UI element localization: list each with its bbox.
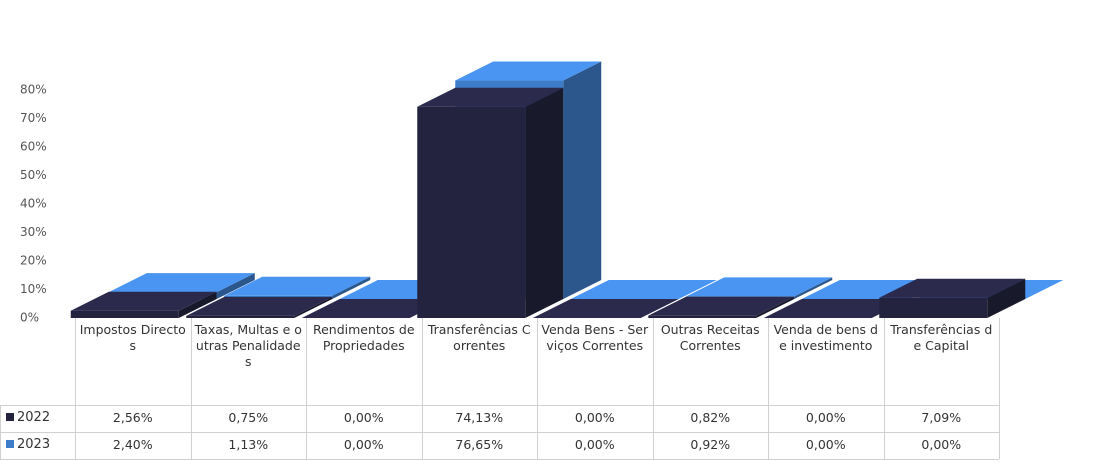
y-tick-label: 0%	[20, 311, 39, 325]
bar-front	[70, 310, 179, 318]
bar	[763, 299, 910, 318]
legend-entry: 2023	[0, 437, 75, 453]
bar	[648, 296, 795, 318]
bar-side	[294, 296, 333, 318]
table-border	[652, 318, 654, 459]
legend-key	[6, 413, 14, 421]
bar	[570, 280, 717, 299]
value-label: 0,00%	[805, 437, 846, 452]
bar	[417, 87, 564, 319]
bar-top	[763, 299, 910, 318]
bar	[70, 291, 217, 318]
legend-label: 2023	[17, 437, 51, 452]
y-tick-label: 40%	[20, 197, 47, 211]
bar-top	[648, 296, 795, 316]
bar-side	[332, 276, 371, 299]
value-label: 76,65%	[455, 437, 504, 452]
value-label: 74,13%	[455, 410, 504, 425]
bar-top	[417, 87, 564, 107]
y-tick-label: 70%	[20, 111, 47, 125]
table-border	[306, 318, 307, 459]
category-label: Venda de bens de investimento	[773, 322, 878, 353]
table-border	[0, 432, 999, 433]
bar-top	[70, 291, 217, 311]
y-tick-label: 30%	[20, 225, 47, 239]
bar-top	[686, 277, 833, 297]
bar-side	[987, 278, 1026, 318]
value-label: 0,00%	[574, 410, 615, 425]
bar	[879, 278, 1026, 318]
value-label: 0,00%	[574, 437, 615, 452]
table-border	[0, 405, 999, 406]
y-tick-label: 50%	[20, 168, 47, 182]
bar-top	[570, 280, 717, 299]
bar-side	[563, 61, 602, 299]
table-border	[0, 459, 999, 460]
category-label: Rendimentos de Propriedades	[312, 322, 415, 353]
value-label: 0,00%	[343, 437, 384, 452]
table-border	[999, 318, 1000, 459]
bar-side	[794, 277, 833, 299]
bar-top	[108, 273, 255, 293]
category-label: Outras Receitas Correntes	[660, 322, 760, 353]
table-border	[883, 318, 885, 459]
legend-entry: 2022	[0, 410, 75, 426]
value-label: 1,13%	[228, 437, 269, 452]
bar-side	[216, 273, 255, 299]
bar	[186, 296, 333, 318]
legend-key	[6, 440, 14, 448]
bar-top	[224, 276, 371, 296]
category-label: Transferências de Capital	[890, 322, 993, 353]
category-label: Impostos Directos	[79, 322, 186, 353]
table-border	[190, 318, 192, 459]
category-label: Transferências Correntes	[427, 322, 531, 353]
table-border	[75, 318, 76, 459]
value-label: 7,09%	[921, 410, 962, 425]
bar-side	[756, 296, 795, 318]
bar-front	[417, 106, 526, 319]
y-tick-label: 80%	[20, 83, 47, 97]
bar-top	[455, 61, 602, 81]
value-label: 0,75%	[228, 410, 269, 425]
legend-label: 2022	[17, 410, 51, 425]
value-label: 0,82%	[690, 410, 731, 425]
bar-top	[532, 299, 679, 318]
value-label: 0,00%	[921, 437, 962, 452]
category-label: Venda Bens - Serviços Correntes	[541, 322, 649, 353]
bar-side	[178, 291, 217, 318]
category-label: Taxas, Multas e outras Penalidades	[194, 322, 302, 369]
y-tick-label: 10%	[20, 282, 47, 296]
bar-front	[648, 315, 757, 318]
value-label: 0,92%	[690, 437, 731, 452]
bar-side	[525, 87, 564, 319]
value-label: 0,00%	[343, 410, 384, 425]
bar-top	[301, 299, 448, 318]
bar-front	[186, 315, 295, 318]
table-border	[768, 318, 769, 459]
table-border	[421, 318, 423, 459]
table-border	[537, 318, 538, 459]
value-label: 2,56%	[112, 410, 153, 425]
bar	[532, 299, 679, 318]
bar	[301, 299, 448, 318]
value-label: 0,00%	[805, 410, 846, 425]
value-label: 2,40%	[112, 437, 153, 452]
bar-front	[879, 297, 988, 318]
y-tick-label: 60%	[20, 140, 47, 154]
bar-top	[879, 278, 1026, 298]
bar-top	[186, 296, 333, 316]
y-tick-label: 20%	[20, 254, 47, 268]
